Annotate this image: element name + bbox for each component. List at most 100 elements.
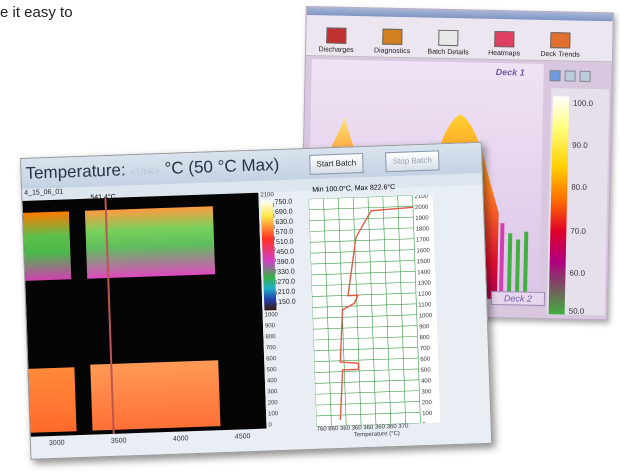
deck-trends-icon (550, 32, 571, 49)
profile-grid-line (311, 281, 416, 287)
profile-grid-line (308, 198, 317, 427)
profile-y-tick: 800 (419, 335, 430, 341)
batch-details-icon (438, 29, 459, 47)
deck-scale-tick: 50.0 (568, 306, 585, 316)
depth-tick: 900 (264, 323, 276, 330)
deck-color-scale: 100.0 90.0 80.0 70.0 60.0 50.0 (546, 88, 610, 316)
profile-y-tick: 2000 (415, 205, 429, 211)
profile-y-tick: 1800 (416, 226, 430, 232)
depth-tick: 400 (266, 378, 278, 385)
profile-grid-line (315, 379, 419, 384)
profile-y-tick: 400 (421, 378, 432, 384)
profile-grid-line (316, 422, 421, 427)
profile-y-tick: 1700 (416, 237, 430, 243)
profile-grid-line (311, 270, 416, 276)
batch-details-button[interactable]: Batch Details (422, 17, 475, 58)
profile-y-tick: 900 (419, 324, 430, 330)
legend-value: 750.0 (274, 198, 293, 207)
batch-id: 4_15_06_01 (24, 188, 64, 197)
profile-y-tick: 1100 (418, 302, 432, 308)
temperature-profile-chart: 2100 2000 1900 1800 1700 1600 1500 1400 1300 1200… (308, 194, 441, 427)
legend-value: 270.0 (277, 278, 296, 287)
batch-details-label: Batch Details (427, 48, 469, 57)
min-max-readout: Min 100.0°C, Max 822.6°C (312, 183, 396, 194)
temperature-title: Temperature: <Unk> °C (50 °C Max) (25, 155, 279, 184)
depth-tick: 0 (268, 422, 272, 429)
profile-grid-line (310, 238, 415, 243)
deck-trends-button[interactable]: Deck Trends (534, 20, 587, 61)
deck-scale-tick: 100.0 (572, 98, 594, 109)
profile-y-tick: 700 (420, 346, 431, 352)
temperature-window: Temperature: <Unk> °C (50 °C Max) Start … (20, 141, 493, 460)
main-toolbar: Discharges Diagnostics Batch Details Hea… (305, 15, 613, 63)
profile-grid-line (367, 196, 377, 425)
profile-grid-line (312, 292, 416, 297)
legend-value: 150.0 (278, 298, 296, 307)
profile-y-tick: 1200 (418, 291, 432, 297)
profile-grid-line (382, 196, 392, 425)
x-tick: 3500 (110, 437, 127, 445)
view-toggle-3[interactable] (579, 70, 591, 82)
legend-value: 570.0 (275, 228, 294, 237)
depth-tick: 2100 (260, 192, 274, 199)
profile-y-tick: 600 (420, 357, 431, 363)
profile-grid-line (316, 412, 421, 417)
thermal-image[interactable] (22, 192, 267, 437)
deck-view-controls (549, 70, 591, 82)
profile-plot-area (308, 194, 441, 427)
discharges-button[interactable]: Discharges (310, 15, 363, 56)
profile-grid-line (309, 216, 414, 221)
profile-grid-line (312, 303, 417, 308)
deck-scale-tick: 90.0 (572, 140, 588, 150)
profile-grid-line (312, 314, 417, 319)
x-tick: 4500 (234, 433, 251, 441)
profile-y-tick: 1900 (415, 215, 429, 221)
heatmaps-label: Heatmaps (488, 49, 521, 58)
profile-grid-line (412, 195, 421, 424)
deck-color-scale-bar (548, 96, 570, 315)
thermal-block-bottom-left (28, 367, 77, 433)
depth-tick: 200 (267, 400, 278, 407)
stop-batch-button[interactable]: Stop Batch (385, 150, 440, 173)
legend-value: 450.0 (276, 248, 295, 257)
diagnostics-button[interactable]: Diagnostics (366, 16, 419, 57)
deck-2-tab[interactable]: Deck 2 (490, 290, 546, 307)
start-batch-button[interactable]: Start Batch (309, 153, 364, 175)
profile-grid-line (314, 368, 419, 373)
profile-y-tick: 300 (421, 389, 432, 395)
depth-tick: 100 (267, 411, 279, 418)
heatmaps-button[interactable]: Heatmaps (478, 19, 531, 60)
deck-bar-2 (506, 233, 513, 300)
profile-y-tick: 1600 (416, 248, 430, 254)
deck-scale-tick: 60.0 (569, 268, 586, 278)
discharges-label: Discharges (318, 46, 354, 55)
legend-value: 330.0 (277, 268, 295, 277)
depth-tick: 700 (265, 345, 276, 352)
profile-y-tick: 500 (421, 367, 432, 373)
profile-y-tick: 2100 (415, 195, 429, 201)
profile-grid-line (309, 227, 414, 232)
legend-value: 510.0 (275, 238, 294, 247)
view-toggle-1[interactable] (549, 70, 561, 82)
profile-grid-line (314, 357, 419, 363)
deck-bar-4 (522, 231, 529, 300)
profile-grid-line (308, 205, 413, 211)
thermal-block-top-left (22, 211, 72, 281)
depth-tick: 600 (266, 356, 277, 363)
profile-grid-line (310, 249, 415, 254)
profile-y-tick: 200 (422, 400, 433, 406)
heatmaps-icon (494, 30, 515, 48)
profile-grid-line (352, 197, 362, 426)
diagnostics-icon (382, 28, 403, 46)
view-toggle-2[interactable] (564, 70, 576, 82)
profile-grid-line (313, 325, 418, 330)
deck-trends-label: Deck Trends (540, 50, 580, 59)
profile-y-tick: 100 (422, 411, 433, 417)
profile-grid-line (308, 195, 413, 200)
profile-grid-line (310, 260, 415, 265)
intro-text: e it easy to (0, 4, 73, 21)
profile-y-tick: 1400 (417, 270, 431, 276)
profile-grid-line (397, 195, 406, 424)
profile-y-tick: 1300 (418, 281, 432, 287)
deck-scale-tick: 70.0 (570, 226, 587, 236)
